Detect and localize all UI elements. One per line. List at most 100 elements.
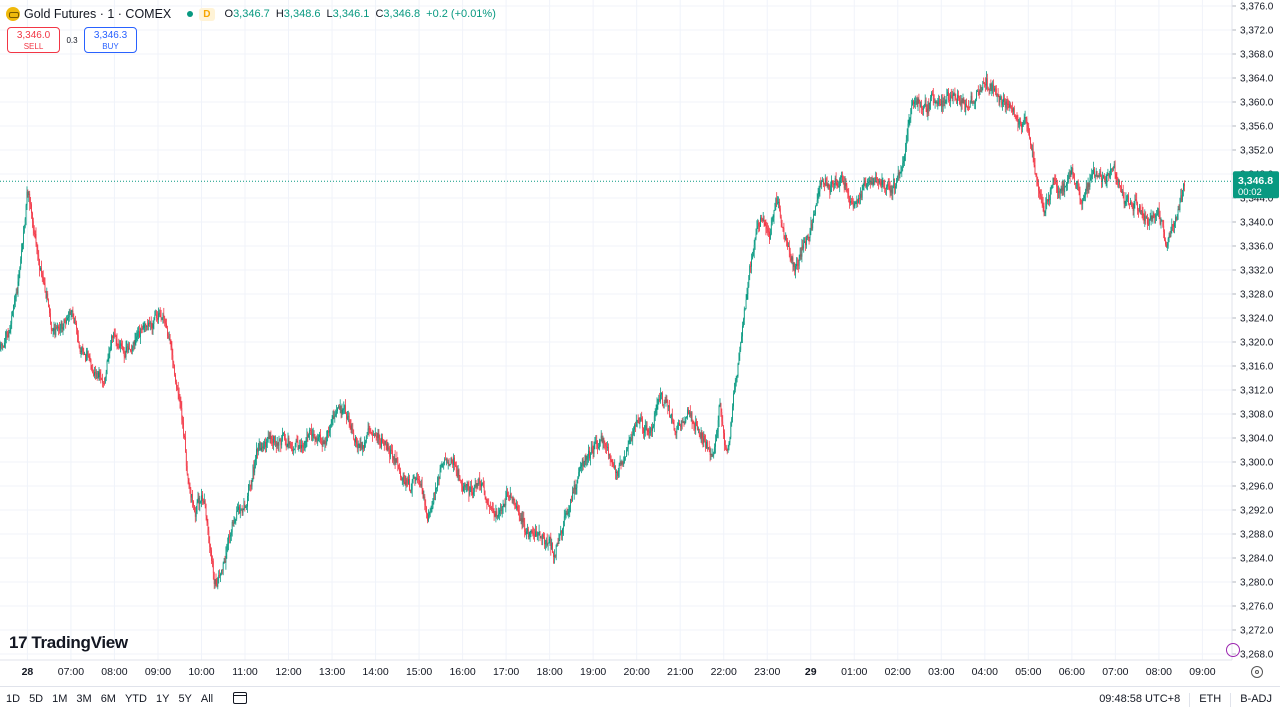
candle-body: [431, 509, 432, 510]
candle-body: [838, 187, 839, 188]
candle-body: [960, 101, 961, 105]
candle-body: [1117, 179, 1118, 182]
candle-body: [631, 438, 632, 439]
candle-body: [1116, 174, 1117, 179]
y-tick-label: 3,340.0: [1240, 218, 1274, 229]
candle-body: [1108, 173, 1109, 174]
range-all[interactable]: All: [201, 693, 213, 705]
candle-body: [534, 535, 535, 536]
candle-body: [379, 433, 380, 440]
gear-icon[interactable]: [1251, 666, 1263, 678]
adjustment-toggle[interactable]: B-ADJ: [1240, 693, 1272, 707]
candle-body: [461, 483, 462, 486]
candle-body: [180, 401, 181, 403]
candle-body: [808, 235, 809, 237]
candle-body: [94, 372, 95, 375]
candle-body: [987, 78, 988, 88]
candle-body: [1157, 214, 1158, 215]
candle-body: [1047, 199, 1048, 201]
candle-body: [235, 519, 236, 520]
candle-body: [291, 448, 292, 449]
candle-body: [927, 109, 928, 114]
range-5d[interactable]: 5D: [29, 693, 43, 705]
candle-body: [206, 506, 207, 516]
candle-body: [802, 245, 803, 256]
candle-body: [473, 492, 474, 495]
calendar-range-icon[interactable]: [233, 692, 247, 704]
buy-button[interactable]: 3,346.3 BUY: [84, 27, 137, 53]
range-6m[interactable]: 6M: [101, 693, 116, 705]
sell-button[interactable]: 3,346.0 SELL: [7, 27, 60, 53]
candle-body: [1110, 169, 1111, 174]
candle-body: [982, 82, 983, 89]
candle-body: [553, 553, 554, 557]
candle-body: [664, 402, 665, 405]
candle-body: [282, 434, 283, 439]
candle-body: [298, 442, 299, 449]
candle-body: [10, 328, 11, 333]
candle-body: [101, 379, 102, 380]
candle-body: [342, 410, 343, 413]
alert-icon[interactable]: [1226, 643, 1240, 657]
candle-body: [365, 442, 366, 443]
candle-body: [1048, 199, 1049, 201]
candle-body: [361, 442, 362, 448]
candle-body: [730, 437, 731, 442]
y-tick-label: 3,324.0: [1240, 314, 1274, 325]
range-1m[interactable]: 1M: [52, 693, 67, 705]
range-ytd[interactable]: YTD: [125, 693, 147, 705]
candle-body: [762, 220, 763, 221]
candle-body: [469, 490, 470, 495]
session-toggle[interactable]: ETH: [1199, 693, 1221, 707]
tradingview-brand[interactable]: 17 TradingView: [9, 633, 128, 653]
candle-body: [760, 218, 761, 227]
range-1y[interactable]: 1Y: [156, 693, 169, 705]
candle-body: [29, 194, 30, 204]
range-1d[interactable]: 1D: [6, 693, 20, 705]
candle-body: [250, 485, 251, 486]
candle-body: [484, 487, 485, 491]
candle-body: [397, 458, 398, 459]
price-axis[interactable]: 3,268.03,272.03,276.03,280.03,284.03,288…: [1232, 0, 1274, 661]
candle-body: [221, 570, 222, 574]
candle-body: [1107, 175, 1108, 182]
candle-body: [100, 375, 101, 379]
candle-body: [805, 241, 806, 245]
candle-body: [344, 405, 345, 408]
candle-body: [610, 454, 611, 459]
candle-body: [6, 332, 7, 338]
candle-body: [1090, 177, 1091, 178]
candle-body: [465, 485, 466, 487]
candle-body: [694, 428, 695, 430]
range-5y[interactable]: 5Y: [178, 693, 191, 705]
candle-body: [682, 420, 683, 422]
range-3m[interactable]: 3M: [76, 693, 91, 705]
y-tick-label: 3,372.0: [1240, 26, 1274, 37]
candle-body: [73, 311, 74, 317]
candle-body: [582, 459, 583, 464]
candle-body: [719, 406, 720, 420]
candle-body: [210, 547, 211, 550]
y-tick-label: 3,304.0: [1240, 434, 1274, 445]
clock-time[interactable]: 09:48:58 UTC+8: [1099, 693, 1180, 707]
candle-body: [633, 430, 634, 435]
candle-body: [124, 352, 125, 356]
delayed-badge[interactable]: D: [199, 8, 214, 21]
candle-body: [774, 211, 775, 218]
candle-body: [744, 309, 745, 319]
price-chart[interactable]: 3,268.03,272.03,276.03,280.03,284.03,288…: [0, 0, 1280, 686]
bottom-toolbar: 1D 5D 1M 3M 6M YTD 1Y 5Y All 09:48:58 UT…: [0, 686, 1280, 715]
candle-body: [1006, 101, 1007, 107]
y-tick-label: 3,296.0: [1240, 482, 1274, 493]
candle-body: [1028, 130, 1029, 133]
candle-body: [1072, 168, 1073, 170]
candle-body: [462, 486, 463, 492]
candle-body: [181, 408, 182, 420]
candle-body: [851, 201, 852, 202]
open-value: 3,346.7: [233, 8, 270, 20]
symbol-title[interactable]: Gold Futures · 1 · COMEX: [24, 7, 171, 21]
candle-body: [847, 190, 848, 195]
candle-body: [12, 311, 13, 316]
candle-body: [61, 322, 62, 327]
